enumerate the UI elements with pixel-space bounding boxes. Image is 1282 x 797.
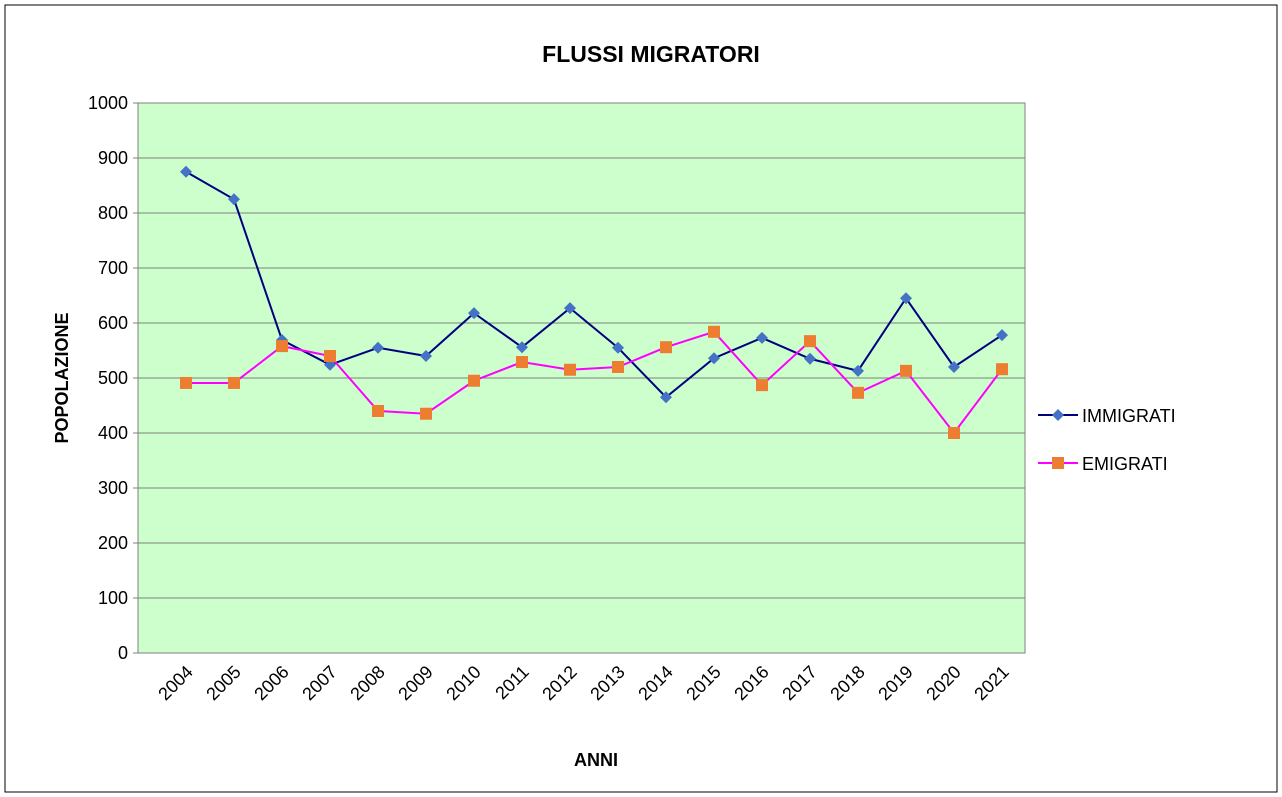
marker: [516, 341, 528, 354]
y-tick-label: 700: [98, 258, 128, 278]
marker: [660, 391, 672, 404]
marker: [180, 376, 192, 389]
marker: [1052, 457, 1064, 469]
series-line: [185, 170, 1003, 399]
y-tick-label: 1000: [88, 93, 128, 113]
y-tick-label: 100: [98, 588, 128, 608]
y-tick-label: 0: [118, 643, 128, 663]
marker: [516, 356, 528, 369]
y-tick-label: 800: [98, 203, 128, 223]
marker: [372, 341, 384, 354]
marker: [708, 325, 720, 338]
marker: [996, 363, 1008, 376]
y-axis-label: POPOLAZIONE: [52, 312, 72, 443]
marker: [564, 302, 576, 315]
marker: [852, 364, 864, 377]
marker: [852, 386, 864, 399]
marker: [324, 350, 336, 362]
marker: [756, 331, 768, 344]
y-tick-label: 400: [98, 423, 128, 443]
marker: [660, 341, 672, 354]
series-line: [186, 330, 1003, 435]
marker: [612, 341, 624, 354]
marker: [564, 363, 576, 376]
y-tick-label: 200: [98, 533, 128, 553]
marker: [900, 364, 912, 377]
x-axis-label: ANNI: [574, 750, 618, 770]
marker: [1052, 409, 1064, 421]
legend-label: IMMIGRATI: [1082, 406, 1176, 426]
marker: [180, 165, 192, 178]
marker: [948, 361, 960, 373]
marker: [420, 407, 432, 420]
marker: [468, 374, 480, 387]
marker: [420, 350, 432, 362]
legend-label: EMIGRATI: [1082, 454, 1168, 474]
marker: [804, 335, 816, 348]
marker: [276, 340, 288, 353]
chart-title: FLUSSI MIGRATORI: [542, 41, 760, 67]
marker: [468, 307, 480, 320]
marker: [996, 329, 1008, 342]
marker: [948, 427, 960, 439]
y-tick-label: 500: [98, 368, 128, 388]
marker: [900, 292, 912, 305]
marker: [228, 376, 240, 389]
y-tick-label: 900: [98, 148, 128, 168]
y-tick-label: 600: [98, 313, 128, 333]
marker: [804, 352, 816, 365]
marker: [228, 193, 240, 206]
marker: [612, 361, 624, 373]
marker: [372, 405, 384, 417]
marker: [756, 379, 768, 392]
y-tick-label: 300: [98, 478, 128, 498]
marker: [708, 352, 720, 365]
